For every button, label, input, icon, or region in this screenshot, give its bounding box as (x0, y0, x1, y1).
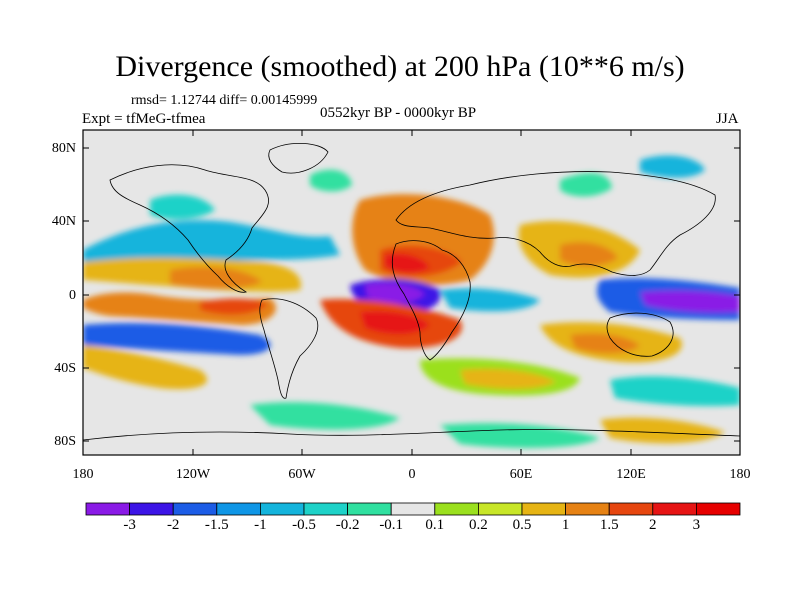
colorbar-swatch (172, 502, 218, 516)
coast-antarctica (83, 429, 740, 441)
x-tick-label: 0 (408, 467, 416, 482)
colorbar-label: 0.1 (425, 517, 445, 533)
field-blob (640, 290, 740, 313)
colorbar-swatch (216, 502, 261, 516)
field-blob (83, 345, 208, 390)
colorbar-swatch (565, 502, 610, 516)
colorbar-label: -1 (254, 517, 267, 533)
field-blob (170, 266, 262, 289)
colorbar (85, 502, 741, 516)
colorbar-label: 1.5 (599, 517, 619, 533)
field-blob (365, 283, 425, 304)
coast-australia (606, 312, 674, 357)
colorbar-label: -1.5 (204, 517, 229, 533)
season-label: JJA (716, 111, 739, 127)
field-blob (440, 288, 540, 312)
colorbar-swatch (696, 502, 741, 516)
colorbar-swatch (390, 502, 436, 516)
field-blob (200, 298, 268, 315)
colorbar-label: 0.2 (469, 517, 488, 533)
x-tick-label: 120E (616, 467, 646, 482)
colorbar-label: -2 (166, 517, 180, 533)
y-tick-label: 40S (54, 361, 76, 376)
colorbar-label: 3 (692, 517, 701, 533)
experiment-label: Expt = tfMeG-tfmea (82, 111, 206, 127)
y-tick-label: 80N (51, 141, 76, 156)
colorbar-label: -0.1 (379, 517, 404, 533)
colorbar-swatch (85, 502, 130, 516)
colorbar-swatch (434, 502, 479, 516)
stats-text: rmsd= 1.12744 diff= 0.00145999 (131, 93, 318, 108)
chart-title: Divergence (smoothed) at 200 hPa (10**6 … (115, 50, 685, 83)
colorbar-swatch (521, 502, 566, 516)
field-blob (460, 368, 556, 389)
field-blob (570, 333, 640, 354)
field-blob (610, 376, 740, 407)
colorbar-swatch (129, 502, 174, 516)
coast-greenland (268, 143, 329, 174)
field-blob (600, 417, 725, 444)
field-blob (560, 173, 612, 197)
x-tick-label: 120W (175, 467, 211, 482)
coast-south-america (259, 298, 319, 399)
coast-africa (391, 240, 471, 361)
field-blob (250, 402, 400, 430)
x-tick-label: 60W (288, 467, 316, 482)
axis-ticks (83, 130, 740, 455)
colorbar-label: 1 (561, 517, 570, 533)
y-tick-label: 0 (69, 288, 76, 303)
colorbar-swatch (259, 502, 305, 516)
colorbar-label: -0.2 (335, 517, 360, 533)
x-tick-label: 180 (72, 467, 94, 482)
coast-eurasia (395, 171, 716, 276)
coastlines (83, 143, 740, 441)
field-blob (310, 169, 352, 192)
colorbar-swatch (608, 502, 654, 516)
coast-north-america (109, 164, 269, 293)
colorbar-label: 2 (649, 517, 657, 533)
colorbar-label: 0.5 (512, 517, 532, 533)
colorbar-swatch (477, 502, 523, 516)
field-blob (360, 310, 430, 335)
colorbar-label: -3 (123, 517, 136, 533)
x-tick-label: 180 (729, 467, 751, 482)
field-blob (640, 155, 705, 178)
colorbar-label: -0.5 (292, 517, 316, 533)
colorbar-swatch (652, 502, 697, 516)
field-blob (83, 323, 271, 355)
colorbar-swatch (347, 502, 392, 516)
colorbar-swatch (303, 502, 348, 516)
field-blob (560, 242, 618, 267)
field-blob (83, 220, 340, 270)
field-blob (150, 194, 215, 220)
divergence-field (83, 155, 740, 448)
y-tick-label: 40N (51, 214, 76, 229)
period-label: 0552kyr BP - 0000kyr BP (320, 105, 477, 121)
field-blob (385, 253, 430, 274)
y-tick-label: 80S (54, 434, 76, 449)
x-tick-label: 60E (509, 467, 533, 482)
